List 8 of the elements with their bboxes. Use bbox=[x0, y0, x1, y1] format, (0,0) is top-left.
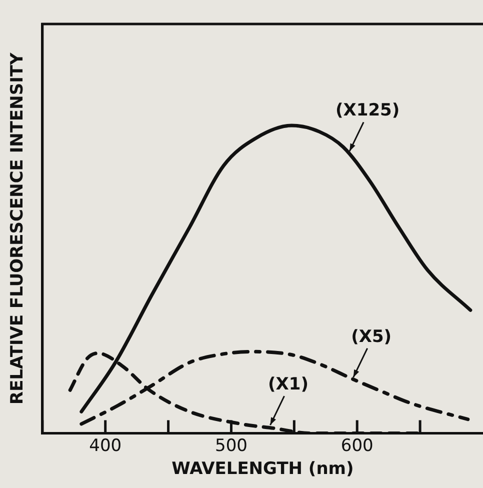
annotation: (X125) bbox=[335, 100, 400, 121]
x-tick-label: 400 bbox=[89, 436, 122, 456]
x-tick-label: 600 bbox=[340, 436, 374, 456]
y-axis-title: RELATIVE FLUORESCENCE INTENSITY bbox=[8, 52, 28, 405]
annotation: (X5) bbox=[351, 326, 392, 347]
x-tick-label: 500 bbox=[215, 436, 248, 456]
x-axis-title: WAVELENGTH (nm) bbox=[172, 459, 354, 480]
annotation: (X1) bbox=[268, 374, 308, 394]
